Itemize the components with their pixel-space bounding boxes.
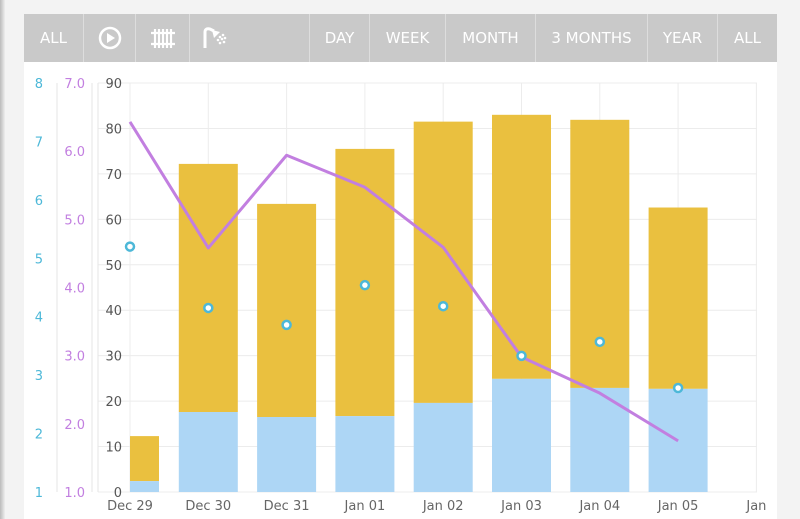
axis-tick-label: 4 (35, 311, 43, 326)
axis-tick-label: 7.0 (64, 77, 85, 92)
bar-segment-yellow (648, 207, 708, 389)
bar-segment-blue (130, 481, 159, 492)
data-point (594, 336, 606, 348)
x-tick-label: Jan (745, 499, 766, 514)
bar-segment-blue (257, 417, 317, 492)
axis-tick-label: 10 (105, 441, 122, 456)
axis-tick-label: 40 (105, 304, 122, 319)
shower-filter-button[interactable] (190, 14, 310, 62)
axis-tick-label: 1 (35, 486, 43, 501)
radiator-icon (150, 29, 175, 48)
line-series (128, 121, 679, 443)
range-week-button[interactable]: WEEK (370, 14, 446, 62)
bar-segment-blue (335, 416, 395, 492)
x-tick-label: Dec 29 (107, 499, 153, 514)
axis-tick-label: 8 (35, 77, 43, 92)
axis-tick-label: 4.0 (64, 282, 85, 297)
axis-tick-label: 70 (105, 168, 122, 183)
axis-tick-label: 7 (35, 135, 43, 150)
range-day-button[interactable]: DAY (310, 14, 370, 62)
axis-tick-label: 5.0 (64, 213, 85, 228)
axis-tick-label: 6 (35, 194, 43, 209)
range-3-months-button[interactable]: 3 MONTHS (536, 14, 648, 62)
filter-all-button[interactable]: ALL (24, 14, 84, 62)
axis-tick-label: 80 (105, 122, 122, 137)
axis-tick-label: 2.0 (64, 418, 85, 433)
bar-segment-yellow (130, 436, 159, 482)
data-point (516, 350, 527, 362)
range-year-button[interactable]: YEAR (648, 14, 718, 62)
x-tick-label: Jan 05 (657, 499, 699, 514)
bar-segment-blue (570, 387, 630, 492)
bar-segment-yellow (492, 114, 551, 379)
toolbar: ALL DAY WEEK MONTH 3 MONTHS YEAR ALL (24, 14, 777, 62)
data-point (281, 319, 292, 331)
axis-tick-label: 6.0 (64, 145, 85, 160)
axis-tick-label: 3 (35, 369, 43, 384)
x-tick-label: Jan 01 (344, 499, 386, 514)
range-month-button[interactable]: MONTH (446, 14, 536, 62)
axis-tick-label: 90 (105, 77, 122, 92)
bar-segment-yellow (178, 163, 238, 413)
data-point (359, 279, 371, 291)
shower-icon (203, 27, 227, 48)
axis-tick-label: 50 (105, 259, 122, 274)
x-tick-label: Jan 03 (500, 499, 542, 514)
axis-tick-label: 30 (105, 350, 122, 365)
axis-tick-label: 60 (105, 213, 122, 228)
window-edge (0, 0, 5, 519)
bar-segment-blue (413, 402, 473, 492)
bar-segment-blue (178, 412, 238, 492)
play-circle-icon (98, 26, 121, 50)
data-point (437, 300, 449, 312)
x-tick-label: Jan 02 (422, 499, 464, 514)
bar-segment-yellow (257, 203, 317, 418)
x-tick-label: Dec 31 (264, 499, 310, 514)
data-point (203, 302, 214, 314)
radiator-filter-button[interactable] (136, 14, 190, 62)
axis-tick-label: 3.0 (64, 350, 85, 365)
range-all-button[interactable]: ALL (734, 29, 761, 47)
axis-tick-label: 0 (114, 486, 122, 501)
axis-tick-label: 1.0 (64, 486, 85, 501)
data-point (672, 382, 684, 394)
bar-segment-blue (492, 378, 551, 492)
axis-tick-label: 2 (35, 428, 43, 443)
axis-tick-label: 5 (35, 252, 43, 267)
axis-tick-label: 20 (105, 395, 122, 410)
bar-segment-yellow (570, 119, 630, 388)
x-tick-label: Dec 30 (185, 499, 231, 514)
x-tick-label: Jan 04 (578, 499, 620, 514)
play-filter-button[interactable] (84, 14, 136, 62)
data-point (124, 241, 136, 252)
bar-segment-yellow (413, 121, 473, 403)
